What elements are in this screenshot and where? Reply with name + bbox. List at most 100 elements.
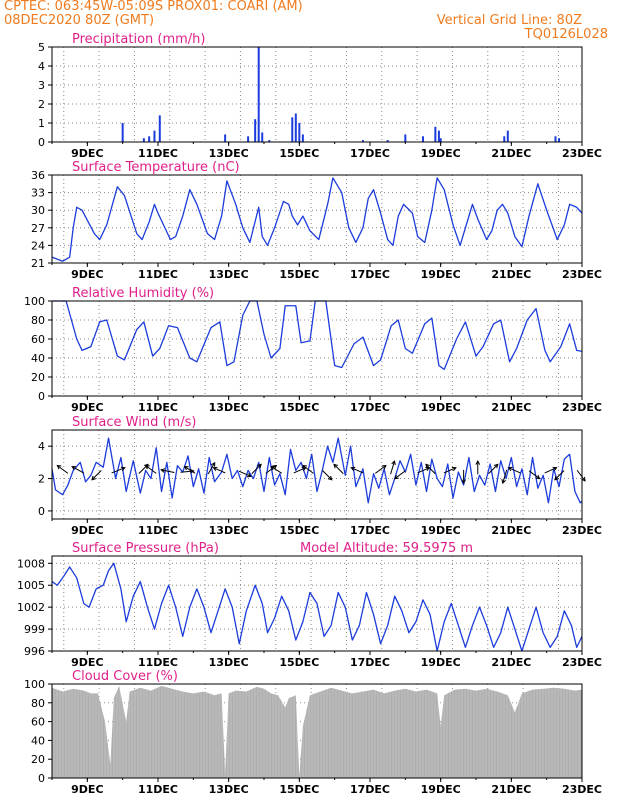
y-tick-label: 1005: [17, 579, 45, 592]
x-tick-label: 9DEC: [71, 656, 103, 669]
y-tick-label: 3: [38, 79, 45, 92]
wind-arrow-head: [425, 463, 430, 469]
y-tick-label: 40: [31, 352, 45, 365]
precip-bar: [554, 136, 557, 142]
wind-arrow-head: [461, 479, 466, 485]
precip-bar: [294, 113, 297, 142]
wind-arrow-head: [535, 474, 541, 480]
y-tick-label: 4: [38, 60, 45, 73]
x-tick-label: 21DEC: [491, 401, 531, 414]
plot-frame: [51, 429, 583, 520]
x-tick-label: 23DEC: [562, 783, 602, 796]
x-tick-label: 23DEC: [562, 401, 602, 414]
y-tick-label: 1: [38, 117, 45, 130]
precip-bar: [158, 115, 161, 142]
panel-precip: 0 1 2 3 4 5 9DEC 11DEC 13DEC 15DEC 17DEC 19DEC 21DEC…: [38, 32, 602, 160]
y-tick-label: 0: [38, 390, 45, 403]
wind-arrow-head: [211, 461, 216, 467]
wind-arrow-head: [393, 474, 399, 480]
series-line-wind: [51, 437, 583, 504]
wind-arrow-head: [71, 466, 77, 471]
precip-bar: [422, 136, 424, 142]
y-tick-label: 999: [24, 623, 45, 636]
y-tick-label: 60: [31, 333, 45, 346]
wind-arrow: [508, 467, 521, 474]
wind-arrow-head: [475, 460, 481, 465]
wind-arrow: [576, 470, 586, 482]
wind-arrow-head: [350, 466, 356, 472]
wind-arrow-head: [391, 460, 396, 466]
x-tick-label: 9DEC: [71, 524, 103, 537]
precip-bar: [437, 130, 440, 142]
x-tick-label: 21DEC: [491, 524, 531, 537]
precip-bar: [247, 136, 250, 142]
wind-arrow-head: [160, 468, 166, 473]
wind-arrow: [111, 467, 126, 474]
header-vertical-grid: Vertical Grid Line: 80Z: [436, 13, 582, 28]
precip-bar: [257, 47, 260, 142]
wind-arrow-head: [581, 476, 586, 482]
precip-bar: [386, 140, 389, 142]
precip-bar: [224, 134, 227, 142]
x-tick-label: 13DEC: [209, 147, 249, 160]
chart-title-precip: Precipitation (mm/h): [72, 32, 205, 47]
wind-arrow-head: [302, 464, 307, 470]
x-tick-label: 13DEC: [209, 268, 249, 281]
precip-bar: [142, 138, 145, 142]
x-tick-label: 11DEC: [138, 783, 178, 796]
wind-arrow: [293, 467, 306, 474]
wind-arrow-head: [183, 466, 189, 471]
y-tick-label: 100: [24, 295, 45, 308]
x-tick-label: 13DEC: [209, 401, 249, 414]
panel-pres: 996 999 1002 1005 1008 9DEC 11DEC 13DEC 15DEC 17D…: [17, 541, 602, 669]
wind-arrow-head: [246, 472, 252, 478]
wind-arrow: [145, 465, 157, 474]
x-tick-label: 19DEC: [421, 147, 461, 160]
x-tick-label: 19DEC: [421, 656, 461, 669]
y-tick-label: 80: [31, 697, 45, 710]
plot-frame: [51, 300, 583, 397]
x-tick-label: 15DEC: [279, 268, 319, 281]
precip-bar: [268, 140, 271, 142]
wind-arrow: [322, 470, 333, 481]
wind-arrow: [390, 460, 395, 475]
wind-arrow: [502, 469, 508, 484]
y-tick-label: 20: [31, 753, 45, 766]
y-tick-label: 1002: [17, 601, 45, 614]
wind-arrow: [554, 470, 565, 481]
x-tick-label: 23DEC: [562, 268, 602, 281]
precip-bar: [121, 123, 124, 142]
x-tick-label: 21DEC: [491, 147, 531, 160]
x-tick-label: 13DEC: [209, 524, 249, 537]
wind-arrow: [375, 465, 387, 474]
wind-arrow-head: [493, 463, 499, 469]
y-tick-label: 21: [31, 257, 45, 270]
precip-bar: [153, 130, 156, 142]
x-tick-label: 11DEC: [138, 268, 178, 281]
chart-title-temp: Surface Temperature (nC): [72, 160, 240, 175]
y-tick-label: 33: [31, 187, 45, 200]
wind-arrow-head: [501, 479, 506, 485]
y-tick-label: 2: [38, 98, 45, 111]
wind-arrow: [91, 470, 102, 481]
wind-arrow-head: [552, 466, 558, 472]
wind-arrow: [333, 464, 344, 474]
wind-arrow: [207, 462, 216, 475]
y-tick-label: 2: [38, 473, 45, 486]
wind-arrow: [488, 464, 499, 474]
wind-arrow-head: [56, 464, 62, 470]
y-tick-label: 36: [31, 169, 45, 182]
panel-cloud: 0 20 40 60 80 100 9DEC 11DEC 13DEC 15DEC 17DEC 19DE…: [24, 669, 602, 796]
x-tick-label: 21DEC: [491, 656, 531, 669]
x-tick-label: 23DEC: [562, 524, 602, 537]
header-station: CPTEC: 063:45W-05:09S PROX01: COARI (AM): [4, 0, 303, 14]
x-tick-label: 13DEC: [209, 656, 249, 669]
x-tick-label: 15DEC: [279, 524, 319, 537]
wind-arrow: [270, 466, 282, 474]
precip-bar: [361, 140, 364, 142]
y-tick-label: 30: [31, 204, 45, 217]
wind-arrow-head: [212, 466, 218, 472]
plot-frame: [51, 46, 583, 143]
y-tick-label: 996: [24, 645, 45, 658]
series-line-temp: [51, 177, 583, 262]
